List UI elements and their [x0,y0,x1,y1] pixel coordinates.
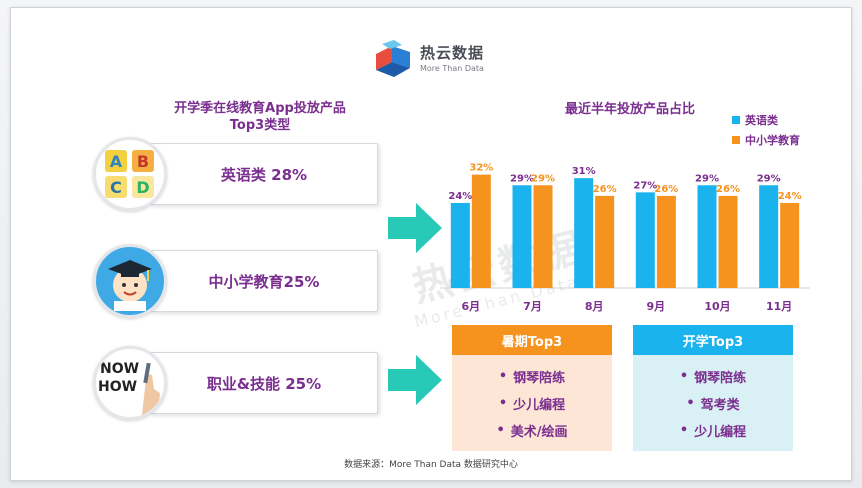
data-source: 数据来源：More Than Data 数据研究中心 [344,460,518,470]
left-title-line2: Top3类型 [229,118,291,133]
student-graduate-icon [93,244,167,318]
now-how-hand-icon: NOW HOW [93,346,167,420]
bar-k12 [533,185,553,288]
data-label: 29% [757,173,781,184]
data-label: 29% [531,173,555,184]
x-tick-label: 9月 [647,300,666,313]
arrow-right-icon [388,355,442,405]
bar-english [635,192,655,288]
svg-text:A: A [110,152,123,171]
left-title-line1: 开学季在线教育App投放产品 [174,101,346,116]
x-tick-label: 10月 [704,300,730,313]
list-item: • 钢琴陪练 [679,369,747,386]
svg-text:C: C [110,178,122,197]
list-item: • 少儿编程 [679,423,747,440]
left-title: 开学季在线教育App投放产品 Top3类型 [120,100,400,134]
svg-text:NOW: NOW [100,361,139,377]
list-item: • 钢琴陪练 [498,369,566,386]
category-label: 职业&技能 25% [206,374,322,393]
panel-school-title: 开学Top3 [633,325,793,355]
list-item: • 美术/绘画 [496,423,568,440]
data-label: 27% [633,180,657,191]
svg-text:HOW: HOW [98,379,137,395]
category-label: 中小学教育25% [208,272,320,291]
x-tick-label: 8月 [585,300,604,313]
legend-item-k12: 中小学教育 [732,130,800,150]
panel-summer-top3: 暑期Top3 • 钢琴陪练 • 少儿编程 • 美术/绘画 [452,325,612,451]
x-tick-label: 11月 [766,300,792,313]
bar-k12 [595,195,615,288]
cube-logo-icon [376,40,410,77]
data-label: 26% [716,184,740,195]
x-tick-label: 7月 [523,300,542,313]
legend-label: 英语类 [745,114,778,127]
brand-logo: 热云数据 More Than Data [372,40,522,80]
legend-swatch [732,116,740,124]
list-item: • 驾考类 [686,396,740,413]
category-english: 英语类 28% [150,143,378,205]
chart-title: 最近半年投放产品占比 [564,102,695,117]
panel-summer-title: 暑期Top3 [452,325,612,355]
brand-name: 热云数据 [420,44,485,62]
x-tick-label: 6月 [462,300,481,313]
data-label: 32% [469,163,493,174]
legend-swatch [732,136,740,144]
bar-english [697,185,717,288]
panel-school-top3: 开学Top3 • 钢琴陪练 • 驾考类 • 少儿编程 [633,325,793,451]
data-label: 26% [593,184,617,195]
arrow-right-icon [388,203,442,253]
bar-k12 [718,195,738,288]
chart-legend: 英语类 中小学教育 [732,110,800,150]
svg-text:D: D [136,178,149,197]
legend-label: 中小学教育 [745,134,800,147]
data-label: 24% [778,191,802,202]
data-label: 26% [654,184,678,195]
category-vocational: 职业&技能 25% [150,352,378,414]
brand-tagline: More Than Data [420,64,484,73]
bar-english [574,178,594,288]
category-k12: 中小学教育25% [150,250,378,312]
legend-item-english: 英语类 [732,110,800,130]
data-label: 31% [572,166,596,177]
bar-chart: 24%32%6月29%29%7月31%26%8月27%26%9月29%26%10… [440,163,810,313]
abcd-blocks-icon: A B C D [93,137,167,211]
data-label: 24% [448,191,472,202]
bar-k12 [780,202,800,288]
bar-english [512,185,532,288]
data-label: 29% [510,173,534,184]
bar-k12 [471,174,491,288]
data-label: 29% [695,173,719,184]
panel-summer-body: • 钢琴陪练 • 少儿编程 • 美术/绘画 [452,355,612,451]
list-item: • 少儿编程 [498,396,566,413]
bar-k12 [656,195,676,288]
bar-english [759,185,779,288]
category-label: 英语类 28% [220,165,308,184]
bar-english [450,202,470,288]
svg-text:B: B [137,152,149,171]
panel-school-body: • 钢琴陪练 • 驾考类 • 少儿编程 [633,355,793,451]
